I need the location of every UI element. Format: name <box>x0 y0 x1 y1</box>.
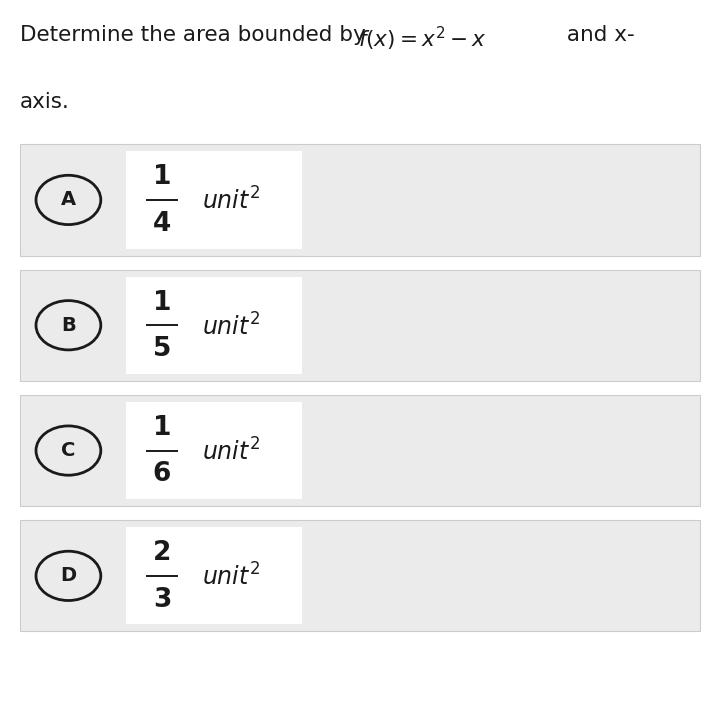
FancyBboxPatch shape <box>126 277 302 374</box>
FancyBboxPatch shape <box>126 402 302 499</box>
Text: Determine the area bounded by: Determine the area bounded by <box>20 25 373 44</box>
Text: $\mathit{f(x)=x^2-x}$: $\mathit{f(x)=x^2-x}$ <box>358 25 487 53</box>
FancyBboxPatch shape <box>20 395 700 506</box>
Text: A: A <box>60 191 76 209</box>
FancyBboxPatch shape <box>20 520 700 631</box>
Text: 1: 1 <box>153 165 171 190</box>
Text: 2: 2 <box>153 541 171 566</box>
Text: B: B <box>61 316 76 334</box>
Text: $\mathit{unit}^2$: $\mathit{unit}^2$ <box>202 313 260 340</box>
FancyBboxPatch shape <box>20 270 700 381</box>
Text: 1: 1 <box>153 290 171 315</box>
Text: 4: 4 <box>153 211 171 237</box>
Text: 3: 3 <box>153 587 171 612</box>
Ellipse shape <box>36 426 101 475</box>
Text: 6: 6 <box>153 462 171 487</box>
Text: and x-: and x- <box>560 25 635 44</box>
Text: axis.: axis. <box>20 92 70 111</box>
Text: C: C <box>61 441 76 460</box>
Ellipse shape <box>36 551 101 601</box>
Text: 5: 5 <box>153 337 171 362</box>
Text: $\mathit{unit}^2$: $\mathit{unit}^2$ <box>202 564 260 591</box>
FancyBboxPatch shape <box>126 527 302 624</box>
FancyBboxPatch shape <box>126 151 302 249</box>
Text: $\mathit{unit}^2$: $\mathit{unit}^2$ <box>202 439 260 465</box>
Ellipse shape <box>36 175 101 225</box>
FancyBboxPatch shape <box>20 144 700 256</box>
Ellipse shape <box>36 301 101 350</box>
Text: $\mathit{unit}^2$: $\mathit{unit}^2$ <box>202 188 260 215</box>
Text: D: D <box>60 567 76 585</box>
Text: 1: 1 <box>153 415 171 441</box>
